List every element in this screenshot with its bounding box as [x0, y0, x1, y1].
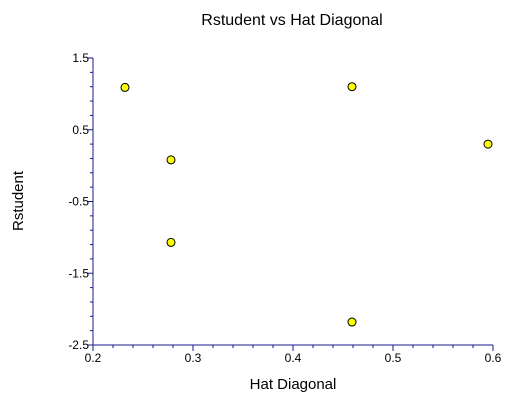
y-tick-label: -0.5: [68, 195, 89, 209]
x-tick-label: 0.6: [485, 351, 502, 365]
scatter-point: [166, 237, 176, 247]
scatter-point: [166, 155, 176, 165]
x-tick-label: 0.4: [285, 351, 302, 365]
scatter-point: [483, 139, 493, 149]
y-tick-label: 1.5: [72, 51, 89, 65]
data-points: [120, 82, 493, 327]
scatter-point: [347, 317, 357, 327]
plot-axes: [87, 57, 494, 351]
scatter-point: [120, 82, 130, 92]
tick-labels: 0.2 0.3 0.4 0.5 0.6 1.5 0.5 -0.5 -1.5 -2.5: [68, 51, 501, 365]
x-tick-label: 0.2: [85, 351, 102, 365]
x-axis-label: Hat Diagonal: [250, 376, 337, 393]
x-tick-label: 0.3: [185, 351, 202, 365]
y-tick-label: -2.5: [68, 338, 89, 352]
scatter-point: [347, 82, 357, 92]
y-tick-label: -1.5: [68, 266, 89, 280]
y-axis-label: Rstudent: [10, 170, 27, 231]
chart-title: Rstudent vs Hat Diagonal: [201, 12, 382, 29]
x-tick-label: 0.5: [385, 351, 402, 365]
y-tick-label: 0.5: [72, 123, 89, 137]
